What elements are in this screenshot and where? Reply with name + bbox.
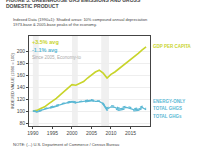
svg-text:INDEXED VALUE (1990 = 100): INDEXED VALUE (1990 = 100) (10, 53, 15, 109)
svg-text:100: 100 (17, 108, 26, 114)
svg-text:GDP PER CAPITA: GDP PER CAPITA (153, 44, 192, 49)
svg-text:2000: 2000 (66, 130, 77, 136)
svg-text:2010: 2010 (105, 130, 116, 136)
svg-text:1995: 1995 (47, 130, 58, 136)
svg-text:1990: 1990 (27, 130, 38, 136)
svg-text:ENERGY-ONLY: ENERGY-ONLY (153, 99, 185, 104)
svg-text:2015: 2015 (125, 130, 136, 136)
svg-text:+3.5% avg: +3.5% avg (32, 39, 59, 45)
svg-text:80: 80 (19, 120, 25, 126)
svg-text:2005: 2005 (86, 130, 97, 136)
svg-text:Since 2005, Economy-to: Since 2005, Economy-to (32, 55, 82, 60)
svg-text:NOTE: (...) U.S. Department of: NOTE: (...) U.S. Department of Commerce … (13, 142, 119, 147)
svg-text:TOTAL GHGs: TOTAL GHGs (153, 114, 182, 119)
svg-text:140: 140 (17, 84, 26, 90)
svg-text:Indexed Data (1990=1): Shaded: Indexed Data (1990=1): Shaded areas: 10%… (13, 17, 147, 27)
svg-text:120: 120 (17, 96, 26, 102)
svg-text:160: 160 (17, 72, 26, 78)
svg-text:200: 200 (17, 48, 26, 54)
svg-text:180: 180 (17, 60, 26, 66)
svg-text:FIGURE 3. GREENHOUSE GAS EMISS: FIGURE 3. GREENHOUSE GAS EMISSIONS AND G… (6, 0, 141, 9)
svg-text:TOTAL GHGS: TOTAL GHGS (153, 106, 182, 111)
svg-text:-1.1% avg: -1.1% avg (32, 47, 57, 53)
